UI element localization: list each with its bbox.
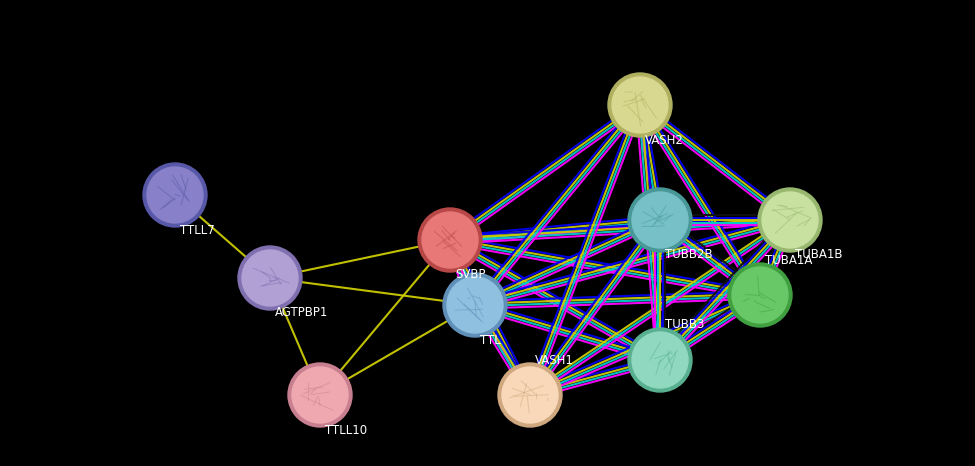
Circle shape bbox=[758, 188, 822, 252]
Circle shape bbox=[762, 192, 818, 248]
Circle shape bbox=[288, 363, 352, 427]
Circle shape bbox=[498, 363, 562, 427]
Circle shape bbox=[422, 212, 478, 268]
Circle shape bbox=[608, 73, 672, 137]
Text: TUBB2B: TUBB2B bbox=[665, 248, 713, 261]
Circle shape bbox=[147, 167, 203, 223]
Circle shape bbox=[292, 367, 348, 423]
Text: AGTPBP1: AGTPBP1 bbox=[275, 307, 329, 320]
Circle shape bbox=[418, 208, 482, 272]
Circle shape bbox=[728, 263, 792, 327]
Text: TTLL7: TTLL7 bbox=[180, 224, 214, 237]
Text: TTLL10: TTLL10 bbox=[325, 424, 368, 437]
Text: SVBP: SVBP bbox=[455, 268, 486, 281]
Text: TTL: TTL bbox=[480, 334, 501, 347]
Circle shape bbox=[628, 188, 692, 252]
Circle shape bbox=[242, 250, 298, 306]
Circle shape bbox=[632, 332, 688, 388]
Circle shape bbox=[732, 267, 788, 323]
Circle shape bbox=[632, 192, 688, 248]
Circle shape bbox=[612, 77, 668, 133]
Text: VASH2: VASH2 bbox=[645, 133, 683, 146]
Circle shape bbox=[443, 273, 507, 337]
Text: VASH1: VASH1 bbox=[535, 354, 574, 366]
Text: TUBA1A: TUBA1A bbox=[765, 254, 812, 267]
Circle shape bbox=[238, 246, 302, 310]
Circle shape bbox=[502, 367, 558, 423]
Text: TUBB3: TUBB3 bbox=[665, 318, 704, 331]
Circle shape bbox=[143, 163, 207, 227]
Circle shape bbox=[628, 328, 692, 392]
Text: TUBA1B: TUBA1B bbox=[795, 248, 842, 261]
Circle shape bbox=[447, 277, 503, 333]
